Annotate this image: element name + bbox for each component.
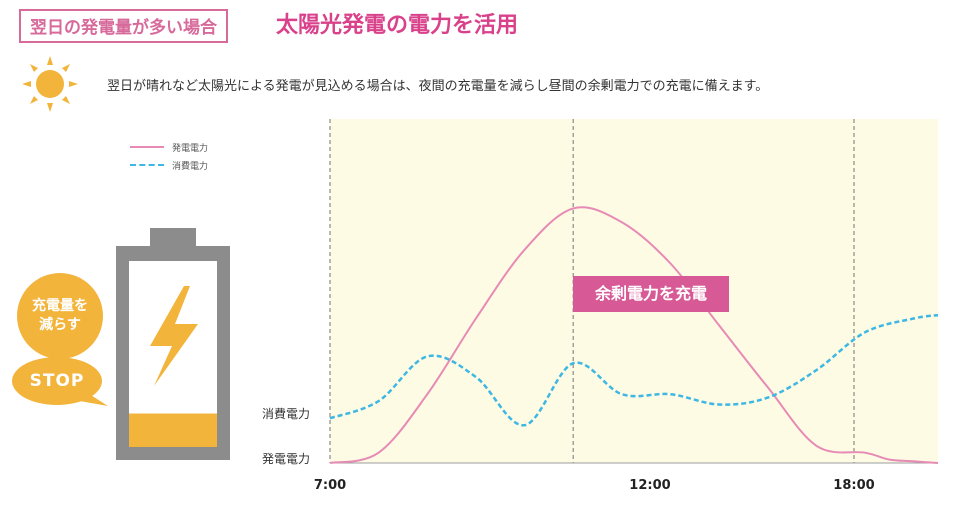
lightning-bolt-icon <box>150 286 198 386</box>
legend-label-consumption: 消費電力 <box>172 161 209 172</box>
series-line-consumption <box>329 313 939 427</box>
reduce-charge-label: 充電量を 減らす <box>32 298 88 333</box>
legend-swatch-generation <box>130 146 164 148</box>
series-line-generation <box>329 206 939 464</box>
ylabel-consumption: 消費電力 <box>262 407 311 421</box>
page-title: 太陽光発電の電力を活用 <box>276 13 519 38</box>
surplus-annotation: 余剰電力を充電 <box>573 276 729 312</box>
stop-label: STOP <box>29 371 85 391</box>
title-badge: 翌日の発電量が多い場合 <box>19 9 228 43</box>
reduce-charge-bubble: 充電量を 減らす <box>17 273 103 359</box>
legend-swatch-consumption <box>130 164 164 166</box>
x-tick-label: 18:00 <box>833 478 875 493</box>
ylabel-generation: 発電電力 <box>262 452 311 466</box>
legend-item-generation: 発電電力 <box>130 138 208 156</box>
battery-charge-fill <box>129 413 217 447</box>
sun-icon <box>22 56 78 112</box>
chart-legend: 発電電力 消費電力 <box>130 138 208 174</box>
x-tick-label: 7:00 <box>313 478 347 493</box>
x-tick-label: 12:00 <box>629 478 671 493</box>
legend-label-generation: 発電電力 <box>172 143 209 154</box>
description: 翌日が晴れなど太陽光による発電が見込める場合は、夜間の充電量を減らし昼間の余剰電… <box>107 79 769 94</box>
legend-item-consumption: 消費電力 <box>130 156 208 174</box>
battery-icon <box>116 228 230 460</box>
stop-speech-bubble <box>12 357 108 406</box>
